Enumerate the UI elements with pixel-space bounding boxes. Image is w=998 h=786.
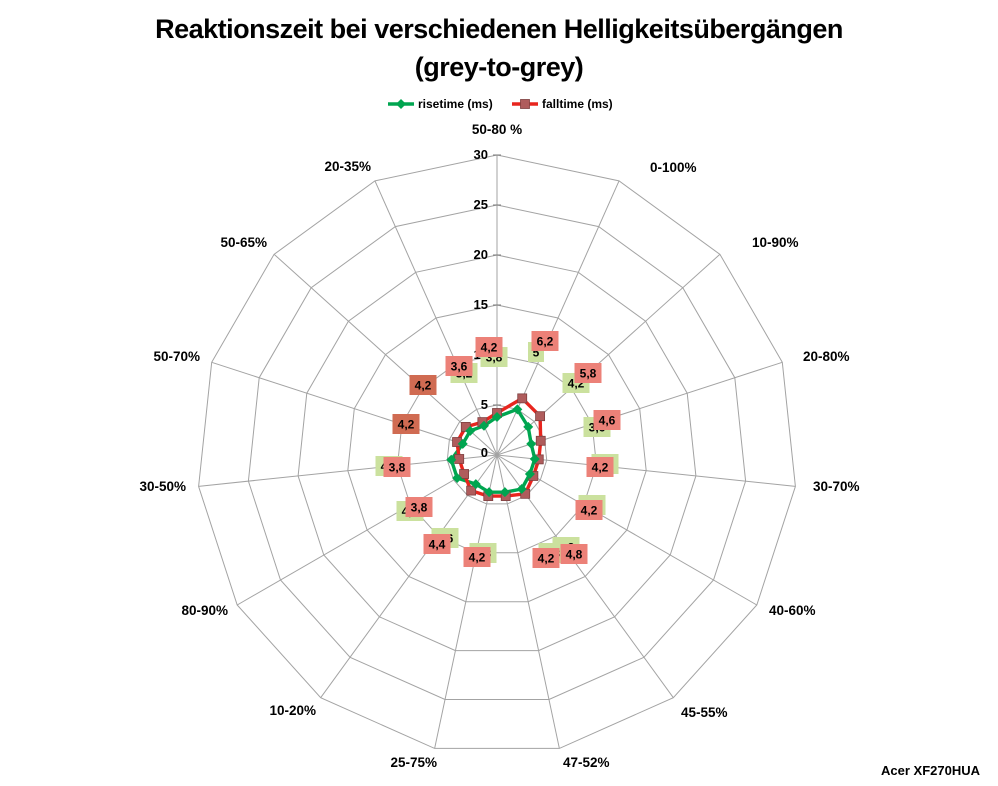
falltime-label-box [575, 500, 603, 520]
legend-falltime-label: falltime (ms) [542, 97, 613, 111]
legend-risetime-label: risetime (ms) [418, 97, 493, 111]
falltime-label-text: 3,8 [389, 461, 406, 475]
falltime-label-text: 5,8 [580, 367, 597, 381]
risetime-marker [529, 453, 540, 464]
risetime-marker [524, 469, 535, 479]
falltime-label-box [463, 547, 491, 567]
falltime-line [455, 396, 543, 498]
category-label: 50-70% [153, 349, 200, 364]
category-label: 40-60% [769, 603, 816, 618]
falltime-label-box [593, 410, 621, 430]
chart-title-line1: Reaktionszeit bei verschiedenen Helligke… [155, 14, 843, 44]
falltime-label-box [560, 544, 588, 564]
falltime-label-box [586, 457, 614, 477]
risetime-label-text: 5 [533, 346, 540, 360]
radial-tick-label: 15 [474, 297, 488, 312]
radial-tick-label: 30 [474, 147, 488, 162]
category-label: 20-80% [803, 349, 850, 364]
grid-spoke [434, 454, 498, 749]
falltime-label-box [475, 337, 503, 357]
risetime-marker [457, 438, 468, 449]
risetime-marker [465, 425, 476, 436]
grid-spoke [273, 253, 498, 456]
category-label: 25-75% [390, 755, 437, 770]
model-watermark: Acer XF270HUA [881, 763, 980, 778]
chart-title-line2: (grey-to-grey) [414, 52, 584, 82]
risetime-marker [516, 483, 527, 494]
falltime-label-text: 4,6 [599, 414, 616, 428]
radial-tick-label: 25 [474, 197, 488, 212]
falltime-marker [517, 393, 528, 404]
falltime-label-box [531, 331, 559, 351]
grid-spoke [496, 454, 796, 487]
falltime-label-text: 3,8 [411, 501, 428, 515]
risetime-line [449, 407, 537, 494]
risetime-marker [492, 412, 502, 422]
falltime-marker [535, 411, 546, 422]
radial-tick-label: 0 [481, 445, 488, 460]
falltime-label-text: 4,2 [581, 504, 598, 518]
risetime-marker [523, 421, 534, 432]
falltime-marker [535, 435, 546, 446]
category-label: 47-52% [563, 755, 610, 770]
risetime-marker [478, 420, 489, 431]
falltime-marker [466, 485, 477, 496]
category-label: 30-70% [813, 479, 860, 494]
grid-spoke [211, 361, 498, 456]
grid-ring [247, 204, 747, 700]
falltime-label-box [574, 363, 602, 383]
risetime-marker [484, 487, 495, 498]
category-label: 0-100% [650, 160, 697, 175]
grid-spoke [374, 180, 498, 456]
falltime-label-box [445, 356, 473, 376]
falltime-label-box [532, 548, 560, 568]
falltime-label-text: 4,2 [481, 341, 498, 355]
category-label: 10-20% [269, 703, 316, 718]
falltime-label-text: 4,4 [429, 538, 446, 552]
risetime-marker [452, 473, 463, 483]
falltime-label-box [405, 497, 433, 517]
falltime-label-text: 4,2 [592, 461, 609, 475]
grid-ring [198, 154, 796, 749]
falltime-label-text: 4,2 [469, 551, 486, 565]
grid-ring [297, 254, 697, 652]
risetime-marker [446, 454, 457, 465]
falltime-label-text: 4,2 [398, 418, 415, 432]
grid-spoke [496, 454, 758, 606]
grid-spoke [496, 253, 721, 456]
grid-ring [347, 304, 647, 603]
risetime-marker [526, 438, 537, 449]
falltime-label-box [392, 414, 420, 434]
falltime-label-text: 4,8 [566, 548, 583, 562]
category-label: 50-65% [220, 235, 267, 250]
category-label: 50-80 % [472, 122, 522, 137]
falltime-label-text: 3,6 [451, 360, 468, 374]
category-label: 80-90% [181, 603, 228, 618]
grid-ring [396, 354, 598, 554]
falltime-label-text: 4,2 [538, 552, 555, 566]
risetime-marker [499, 487, 510, 498]
legend-risetime-diamond-icon [396, 99, 406, 109]
risetime-marker [512, 404, 523, 415]
grid-spoke [236, 454, 498, 606]
falltime-label-text: 6,2 [537, 335, 554, 349]
category-label: 45-55% [681, 705, 728, 720]
falltime-marker [454, 454, 465, 464]
falltime-marker [459, 469, 469, 479]
legend-falltime-square-icon [520, 99, 530, 109]
chart-title: Reaktionszeit bei verschiedenen Helligke… [0, 10, 998, 86]
grid-spoke [496, 454, 560, 749]
radial-tick-label: 5 [481, 397, 488, 412]
category-label: 20-35% [324, 159, 371, 174]
falltime-label-text: 4,2 [415, 379, 432, 393]
category-label: 10-90% [752, 235, 799, 250]
falltime-label-box [383, 457, 411, 477]
falltime-label-box [409, 375, 437, 395]
radial-tick-label: 20 [474, 247, 488, 262]
falltime-label-box [423, 534, 451, 554]
risetime-marker [470, 479, 481, 490]
category-label: 30-50% [139, 479, 186, 494]
